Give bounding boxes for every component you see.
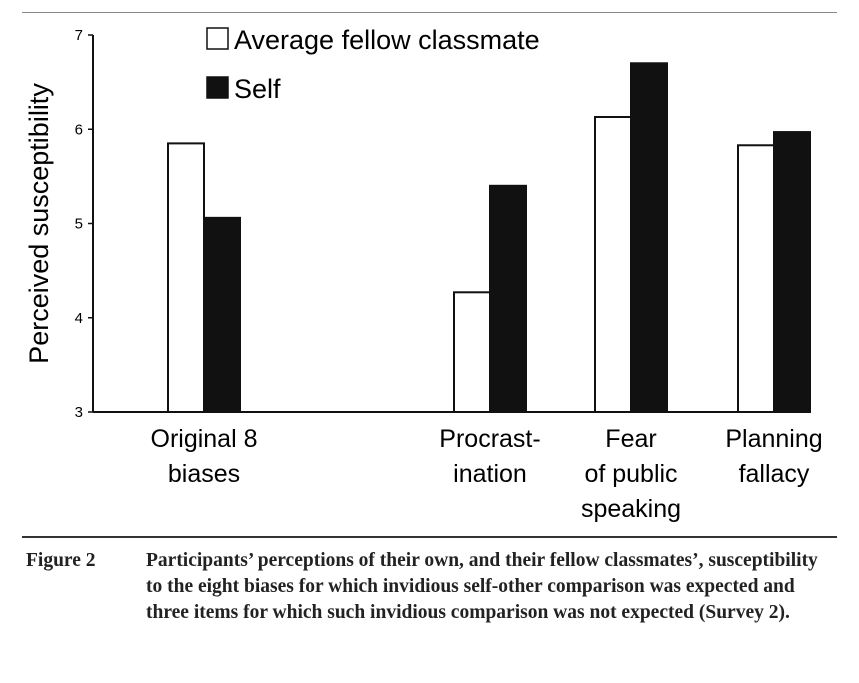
y-tick-label: 4 — [75, 310, 83, 327]
bar-classmate — [594, 115, 632, 413]
bar-classmate — [737, 144, 775, 414]
x-tick-label: Original 8 — [151, 425, 258, 453]
bar-self — [630, 62, 668, 414]
bar-classmate — [453, 291, 491, 413]
x-tick-label: Procrast- — [439, 425, 540, 453]
legend-swatch — [206, 76, 229, 99]
x-tick-label: ination — [453, 460, 527, 488]
legend-label: Self — [234, 74, 281, 104]
bar-self — [773, 131, 811, 413]
y-axis-label: Perceived susceptibility — [24, 83, 54, 364]
top-rule — [22, 12, 837, 13]
y-tick-label: 5 — [75, 216, 83, 233]
figure-label: Figure 2 — [26, 550, 96, 571]
x-tick-label: fallacy — [739, 460, 810, 488]
legend-label: Average fellow classmate — [234, 25, 540, 55]
caption-rule — [22, 536, 837, 538]
x-tick-label: of public — [584, 460, 677, 488]
figure-caption: Figure 2 Participants’ perceptions of th… — [26, 548, 836, 626]
caption-text: Participants’ perceptions of their own, … — [146, 550, 818, 623]
y-tick-label: 6 — [75, 121, 83, 138]
y-tick-label: 7 — [75, 27, 83, 44]
x-tick-label: Fear — [605, 425, 656, 453]
bar-chart: 3 4 5 6 7 Perceived susceptibility Original 8 b… — [24, 25, 823, 523]
x-tick-label: speaking — [581, 495, 681, 523]
legend-swatch — [206, 27, 229, 50]
bar-self — [203, 216, 241, 413]
x-tick-label: biases — [168, 460, 240, 488]
x-tick-label: Planning — [725, 425, 822, 453]
bar-classmate — [167, 142, 205, 413]
bar-self — [489, 184, 527, 413]
y-tick-label: 3 — [75, 404, 83, 421]
